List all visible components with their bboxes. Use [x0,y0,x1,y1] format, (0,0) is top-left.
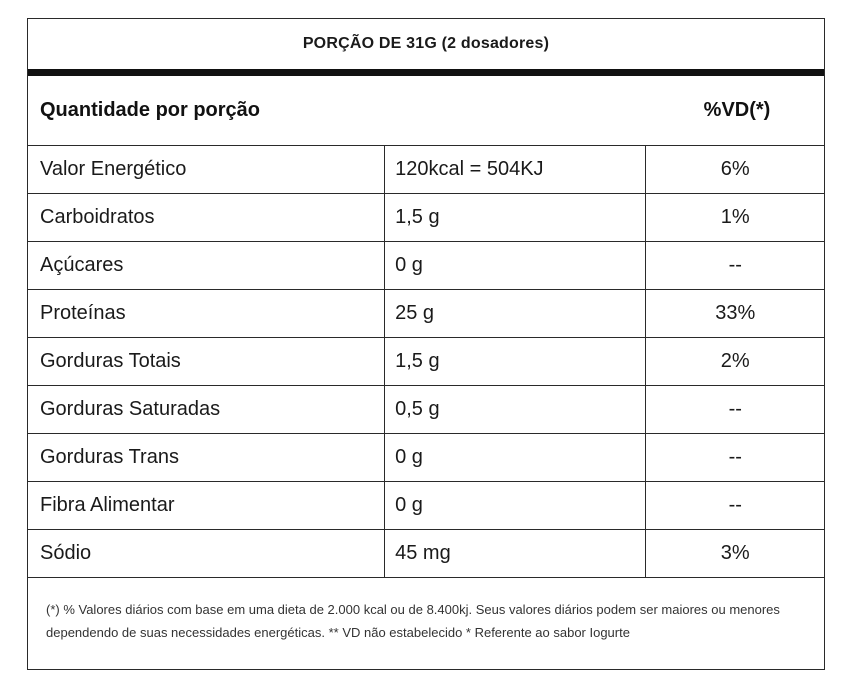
table-row: Sódio 45 mg 3% [28,530,824,578]
nutrient-daily-value: -- [728,398,742,420]
nutrient-amount: 45 mg [385,530,647,577]
table-row: Valor Energético 120kcal = 504KJ 6% [28,146,824,194]
nutrient-name: Sódio [28,530,386,577]
table-row: Proteínas 25 g 33% [28,290,824,338]
nutrient-name: Gorduras Saturadas [28,386,386,433]
nutrient-name: Proteínas [28,290,386,337]
nutrient-daily-value: 1% [720,206,750,228]
nutrient-name: Fibra Alimentar [28,482,386,529]
serving-size-title: PORÇÃO DE 31G (2 dosadores) [302,35,550,52]
nutrient-amount: 0 g [385,482,647,529]
daily-value-footnote: (*) % Valores diários com base em uma di… [46,602,780,640]
nutrient-daily-value: -- [728,254,742,276]
table-row: Gorduras Saturadas 0,5 g -- [28,386,824,434]
nutrient-name: Carboidratos [28,194,386,241]
nutrient-amount: 120kcal = 504KJ [385,146,647,193]
nutrition-facts-table: PORÇÃO DE 31G (2 dosadores) Quantidade p… [27,18,825,670]
thick-divider [28,69,824,76]
nutrient-name: Gorduras Trans [28,434,386,481]
table-header: Quantidade por porção %VD(*) [28,76,824,145]
nutrient-daily-value: 2% [720,350,750,372]
table-row: Gorduras Trans 0 g -- [28,434,824,482]
nutrient-name: Gorduras Totais [28,338,386,385]
nutrient-amount: 0,5 g [385,386,647,433]
quantity-per-serving-label: Quantidade por porção [40,99,261,121]
table-row: Fibra Alimentar 0 g -- [28,482,824,530]
nutrient-daily-value: -- [728,494,742,516]
nutrient-amount: 25 g [385,290,647,337]
nutrient-amount: 1,5 g [385,194,647,241]
nutrient-amount: 0 g [385,434,647,481]
nutrient-daily-value: 33% [715,302,756,324]
table-row: Açúcares 0 g -- [28,242,824,290]
nutrient-name: Valor Energético [28,146,386,193]
nutrient-daily-value: 3% [720,542,750,564]
daily-value-label: %VD(*) [703,99,771,121]
nutrient-amount: 0 g [385,242,647,289]
nutrient-rows: Valor Energético 120kcal = 504KJ 6% Carb… [28,145,824,578]
nutrient-amount: 1,5 g [385,338,647,385]
table-row: Gorduras Totais 1,5 g 2% [28,338,824,386]
nutrient-daily-value: 6% [720,158,750,180]
table-row: Carboidratos 1,5 g 1% [28,194,824,242]
nutrient-name: Açúcares [28,242,386,289]
nutrient-daily-value: -- [728,446,742,468]
